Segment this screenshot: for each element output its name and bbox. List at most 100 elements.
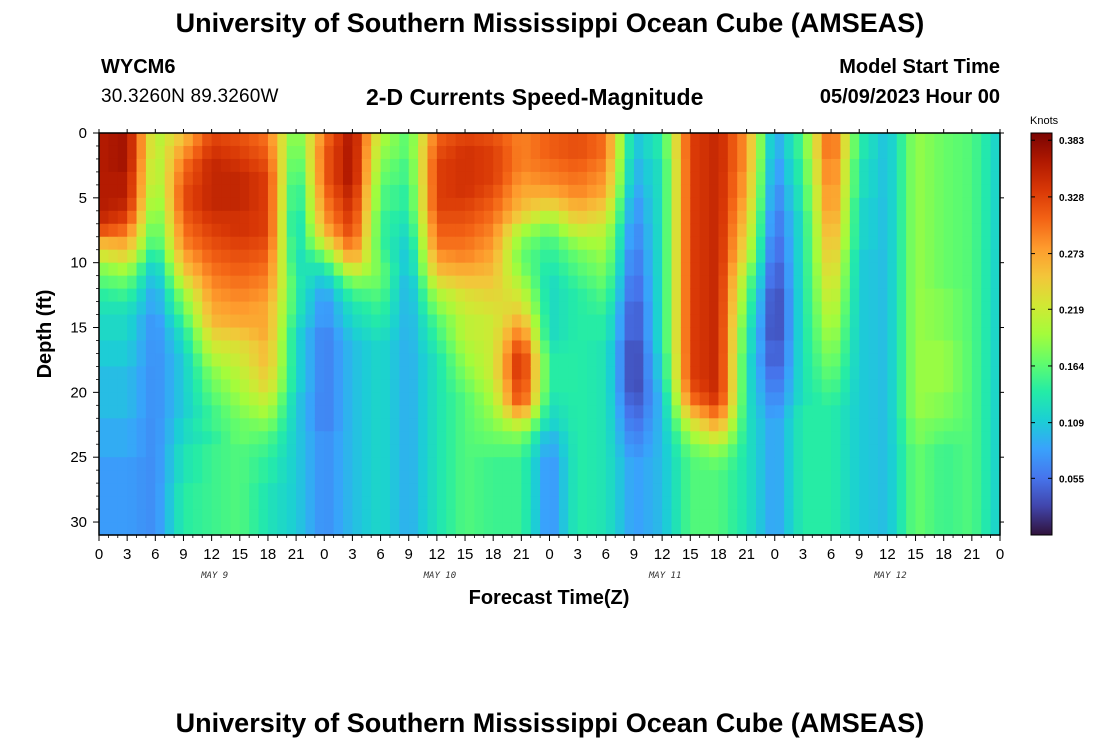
heatmap-cell [427, 158, 438, 173]
heatmap-cell [164, 210, 175, 225]
heatmap-cell [352, 223, 363, 238]
heatmap-cell [568, 444, 579, 458]
heatmap-cell [793, 210, 804, 225]
heatmap-cell [174, 145, 185, 160]
heatmap-cell [859, 340, 870, 355]
heatmap-cell [990, 145, 1001, 160]
heatmap-cell [333, 392, 344, 406]
heatmap-cell [831, 470, 842, 484]
heatmap-cell [521, 262, 532, 277]
heatmap-cell [943, 470, 954, 484]
heatmap-cell [784, 184, 795, 199]
heatmap-cell [230, 184, 241, 199]
heatmap-cell [418, 496, 429, 510]
heatmap-cell [239, 184, 250, 199]
heatmap-cell [446, 496, 457, 510]
heatmap-cell [211, 210, 222, 225]
heatmap-cell [549, 171, 560, 186]
heatmap-cell [755, 184, 766, 199]
heatmap-cell [671, 249, 682, 264]
heatmap-cell [755, 444, 766, 458]
heatmap-cell [727, 366, 738, 380]
heatmap-cell [230, 314, 241, 329]
heatmap-cell [981, 275, 992, 290]
heatmap-cell [577, 210, 588, 225]
heatmap-cell [465, 340, 476, 355]
heatmap-cell [286, 288, 297, 303]
heatmap-cell [615, 249, 626, 264]
heatmap-cell [277, 236, 288, 251]
heatmap-cell [774, 444, 785, 458]
date-label: MAY 12 [873, 571, 907, 581]
heatmap-cell [221, 301, 231, 316]
heatmap-cell [643, 210, 654, 225]
heatmap-cell [877, 483, 888, 497]
heatmap-cell [277, 158, 288, 173]
heatmap-cell [493, 327, 504, 342]
heatmap-cell [389, 236, 400, 251]
heatmap-cell [183, 444, 194, 458]
heatmap-cell [380, 522, 391, 536]
heatmap-cell [924, 145, 935, 160]
heatmap-cell [249, 145, 260, 160]
heatmap-cell [267, 496, 278, 510]
heatmap-cell [249, 366, 260, 380]
heatmap-cell [549, 431, 560, 445]
heatmap-cell [671, 236, 682, 251]
heatmap-cell [136, 314, 147, 329]
heatmap-cell [502, 457, 513, 471]
heatmap-cell [277, 327, 288, 342]
heatmap-cell [343, 236, 354, 251]
heatmap-cell [277, 249, 288, 264]
heatmap-cell [596, 392, 607, 406]
heatmap-cell [446, 210, 457, 225]
heatmap-cell [258, 366, 269, 380]
heatmap-cell [540, 158, 551, 173]
heatmap-cell [399, 431, 410, 445]
heatmap-cell [746, 327, 757, 342]
heatmap-cell [568, 496, 579, 510]
heatmap-cell [521, 444, 532, 458]
heatmap-cell [502, 133, 513, 147]
heatmap-cell [690, 288, 701, 303]
heatmap-cell [859, 457, 870, 471]
heatmap-cell [737, 133, 748, 147]
heatmap-cell [802, 509, 813, 523]
heatmap-cell [802, 314, 813, 329]
heatmap-cell [493, 470, 504, 484]
heatmap-cell [887, 236, 898, 251]
heatmap-cell [164, 327, 175, 342]
heatmap-cell [286, 184, 297, 199]
heatmap-cell [896, 353, 907, 368]
heatmap-cell [446, 262, 457, 277]
heatmap-cell [164, 145, 175, 160]
heatmap-cell [502, 249, 513, 264]
heatmap-cell [587, 262, 598, 277]
heatmap-cell [267, 197, 278, 212]
heatmap-cell [849, 223, 860, 238]
heatmap-cell [587, 379, 598, 393]
heatmap-cell [680, 288, 691, 303]
heatmap-cell [821, 184, 832, 199]
heatmap-cell [324, 405, 335, 419]
heatmap-cell [99, 327, 109, 342]
heatmap-cell [981, 314, 992, 329]
heatmap-cell [934, 145, 945, 160]
heatmap-cell [427, 184, 438, 199]
heatmap-cell [493, 444, 504, 458]
heatmap-cell [145, 236, 156, 251]
heatmap-cell [755, 483, 766, 497]
heatmap-cell [718, 444, 729, 458]
heatmap-cell [587, 327, 598, 342]
heatmap-cell [859, 509, 870, 523]
heatmap-cell [549, 509, 560, 523]
heatmap-cell [352, 301, 363, 316]
heatmap-cell [924, 431, 935, 445]
heatmap-cell [333, 223, 344, 238]
heatmap-cell [680, 366, 691, 380]
heatmap-cell [483, 236, 494, 251]
heatmap-cell [652, 210, 663, 225]
heatmap-cell [981, 509, 992, 523]
heatmap-cell [549, 327, 560, 342]
heatmap-cell [427, 496, 438, 510]
